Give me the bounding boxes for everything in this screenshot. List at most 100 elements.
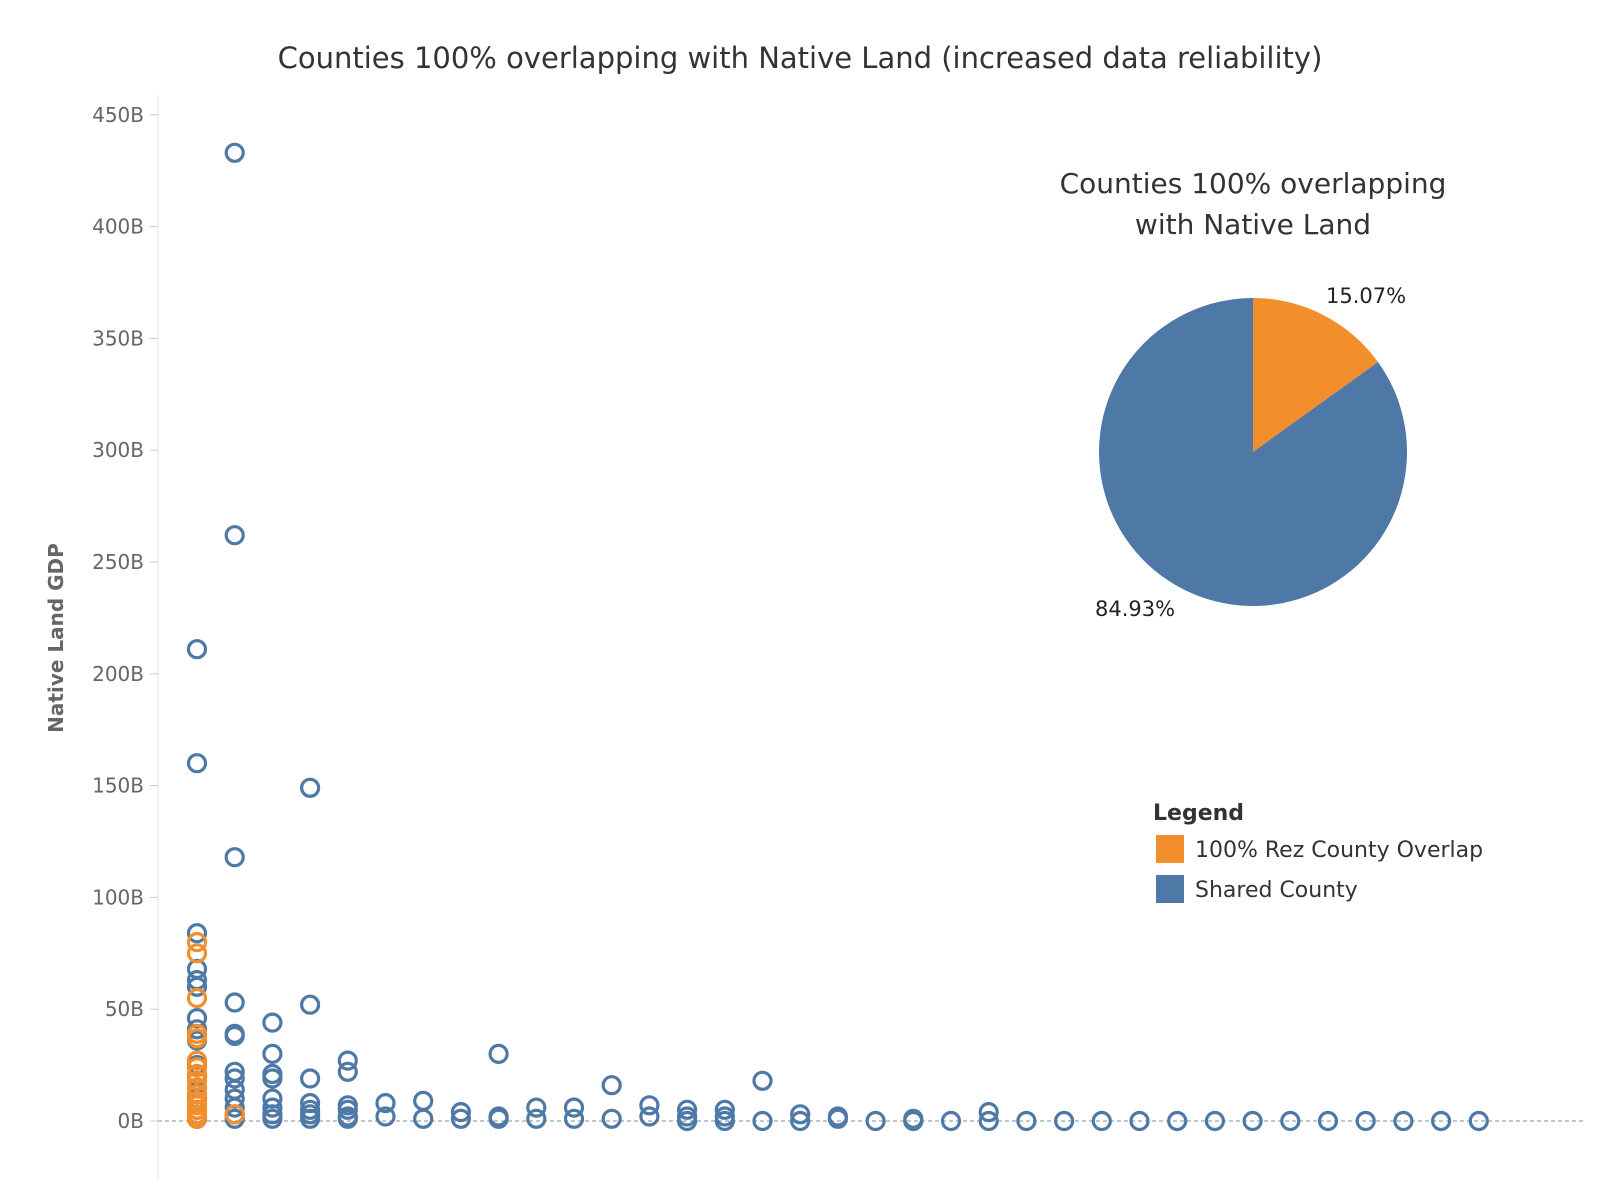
point-shared-county — [1129, 1110, 1150, 1132]
legend: Legend 100% Rez County Overlap Shared Co… — [1153, 801, 1483, 903]
point-shared-county — [300, 777, 321, 798]
point-shared-county — [601, 1108, 622, 1129]
y-tick-label: 400B — [92, 215, 144, 239]
point-shared-county — [940, 1110, 962, 1132]
point-shared-county — [676, 1110, 698, 1132]
point-shared-county — [1468, 1110, 1489, 1132]
y-tick-label: 200B — [92, 662, 144, 686]
y-tick-label: 450B — [92, 103, 144, 127]
scatter-plot: 0B 50B 100B 150B 200B 250B 300B 350B 400B 450B Na… — [44, 95, 1585, 1180]
point-shared-county — [262, 1043, 283, 1065]
point-shared-county — [186, 639, 208, 660]
point-shared-county — [563, 1108, 585, 1129]
point-100-rez-county-overlap — [186, 1063, 208, 1085]
pie-slice-shared-county — [1099, 298, 1408, 606]
point-shared-county — [752, 1110, 773, 1132]
point-shared-county — [262, 1012, 283, 1033]
point-shared-county — [224, 992, 245, 1013]
point-shared-county — [1317, 1110, 1339, 1132]
point-shared-county — [488, 1043, 509, 1065]
point-shared-county — [903, 1110, 924, 1132]
pie-label-shared: 84.93% — [1095, 597, 1175, 621]
point-shared-county — [450, 1101, 471, 1123]
y-tick-label: 0B — [118, 1109, 144, 1133]
point-shared-county — [752, 1070, 773, 1091]
point-shared-county — [827, 1108, 849, 1129]
point-shared-county — [1242, 1110, 1263, 1132]
point-shared-county — [1091, 1110, 1112, 1132]
point-shared-county — [790, 1104, 811, 1125]
point-100-rez-county-overlap — [186, 987, 208, 1009]
point-shared-county — [1355, 1110, 1376, 1132]
point-shared-county — [1204, 1110, 1226, 1132]
point-shared-county — [224, 142, 245, 163]
point-shared-county — [375, 1106, 396, 1127]
chart-title: Counties 100% overlapping with Native La… — [278, 41, 1323, 75]
legend-item-shared: Shared County — [1195, 878, 1358, 903]
pie-slice-100-rez-county-overlap — [1253, 298, 1378, 452]
point-shared-county — [413, 1090, 434, 1112]
pie-title-line-1: Counties 100% overlapping — [1060, 167, 1447, 200]
scatter-points — [186, 142, 1489, 1132]
point-shared-county — [224, 525, 245, 546]
point-shared-county — [337, 1050, 358, 1071]
y-tick-label: 350B — [92, 326, 144, 350]
point-shared-county — [337, 1108, 358, 1129]
point-shared-county — [262, 1108, 283, 1129]
pie-chart: Counties 100% overlapping with Native La… — [1060, 167, 1447, 621]
y-tick-label: 50B — [105, 997, 144, 1021]
point-shared-county — [413, 1108, 434, 1129]
point-100-rez-county-overlap — [186, 1050, 208, 1071]
y-axis-ticks: 0B 50B 100B 150B 200B 250B 300B 350B 400B 450B — [92, 103, 158, 1133]
point-100-rez-county-overlap — [186, 1028, 208, 1049]
point-shared-county — [300, 1068, 321, 1089]
point-shared-county — [300, 1108, 321, 1129]
point-shared-county — [337, 1061, 358, 1082]
legend-swatch-rez — [1156, 835, 1184, 863]
point-100-rez-county-overlap — [186, 1057, 208, 1078]
point-shared-county — [262, 1097, 283, 1118]
point-100-rez-county-overlap — [186, 931, 208, 953]
point-shared-county — [300, 994, 321, 1015]
point-shared-county — [186, 976, 208, 997]
point-shared-county — [337, 1099, 358, 1120]
point-shared-county — [978, 1110, 999, 1132]
point-shared-county — [186, 753, 208, 774]
point-shared-county — [224, 1097, 245, 1118]
point-shared-county — [1280, 1110, 1301, 1132]
point-shared-county — [1016, 1110, 1037, 1132]
point-shared-county — [865, 1110, 886, 1132]
point-shared-county — [1430, 1110, 1452, 1132]
point-shared-county — [978, 1101, 999, 1123]
point-100-rez-county-overlap — [224, 1104, 245, 1125]
legend-title: Legend — [1153, 801, 1244, 826]
point-shared-county — [526, 1108, 547, 1129]
point-shared-county — [262, 1068, 283, 1089]
y-tick-label: 250B — [92, 550, 144, 574]
y-axis-label: Native Land GDP — [44, 543, 68, 733]
point-shared-county — [224, 847, 245, 868]
point-shared-county — [639, 1106, 660, 1127]
pie-title-line-2: with Native Land — [1135, 208, 1371, 241]
point-shared-county — [601, 1075, 622, 1096]
point-shared-county — [1053, 1110, 1075, 1132]
point-shared-county — [186, 923, 208, 944]
point-100-rez-county-overlap — [186, 1108, 208, 1129]
point-shared-county — [450, 1108, 471, 1129]
point-shared-county — [224, 1068, 245, 1089]
legend-swatch-shared — [1156, 875, 1184, 903]
point-shared-county — [224, 1025, 245, 1047]
y-tick-label: 100B — [92, 885, 144, 909]
point-shared-county — [639, 1095, 660, 1116]
point-shared-county — [1167, 1110, 1188, 1132]
point-100-rez-county-overlap — [186, 1070, 208, 1091]
pie-slices — [1099, 298, 1408, 606]
y-tick-label: 150B — [92, 774, 144, 798]
point-shared-county — [488, 1108, 509, 1129]
y-tick-label: 300B — [92, 438, 144, 462]
point-shared-county — [714, 1099, 735, 1120]
point-shared-county — [1393, 1110, 1414, 1132]
point-shared-county — [563, 1097, 585, 1118]
pie-label-rez: 15.07% — [1326, 284, 1406, 308]
